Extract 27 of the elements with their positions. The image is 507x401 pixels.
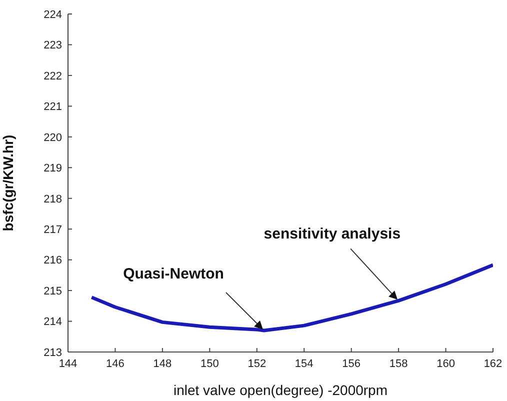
- y-tick-label: 214: [44, 316, 62, 328]
- y-axis-title: bsfc(gr/KW.hr): [0, 134, 16, 232]
- y-tick-label: 221: [44, 101, 62, 114]
- y-tick-label: 219: [44, 162, 62, 175]
- x-tick-label: 162: [484, 358, 502, 370]
- y-tick-label: 224: [44, 8, 62, 21]
- y-tick-label: 223: [44, 40, 62, 52]
- x-tick-label: 156: [342, 358, 361, 370]
- annotation: sensitivity analysis: [264, 226, 401, 243]
- x-tick-label: 152: [248, 358, 266, 370]
- y-tick-label: 220: [44, 132, 62, 144]
- annotation: Quasi-Newton: [123, 265, 224, 282]
- x-tick-label: 154: [294, 358, 314, 370]
- y-tick-label: 222: [44, 70, 62, 82]
- y-tick-label: 218: [44, 193, 62, 206]
- x-axis-title: inlet valve open(degree) -2000rpm: [173, 382, 388, 398]
- y-tick-label: 213: [44, 346, 62, 359]
- x-tick-label: 158: [389, 358, 408, 370]
- x-tick-label: 148: [153, 358, 172, 370]
- x-tick-label: 144: [58, 358, 78, 370]
- y-tick-label: 217: [44, 224, 62, 236]
- y-tick-label: 215: [44, 285, 62, 298]
- y-tick-label: 216: [44, 254, 62, 267]
- x-tick-label: 146: [106, 358, 124, 370]
- x-tick-label: 150: [200, 358, 219, 370]
- x-tick-label: 160: [436, 358, 455, 370]
- line-series: [90, 263, 493, 332]
